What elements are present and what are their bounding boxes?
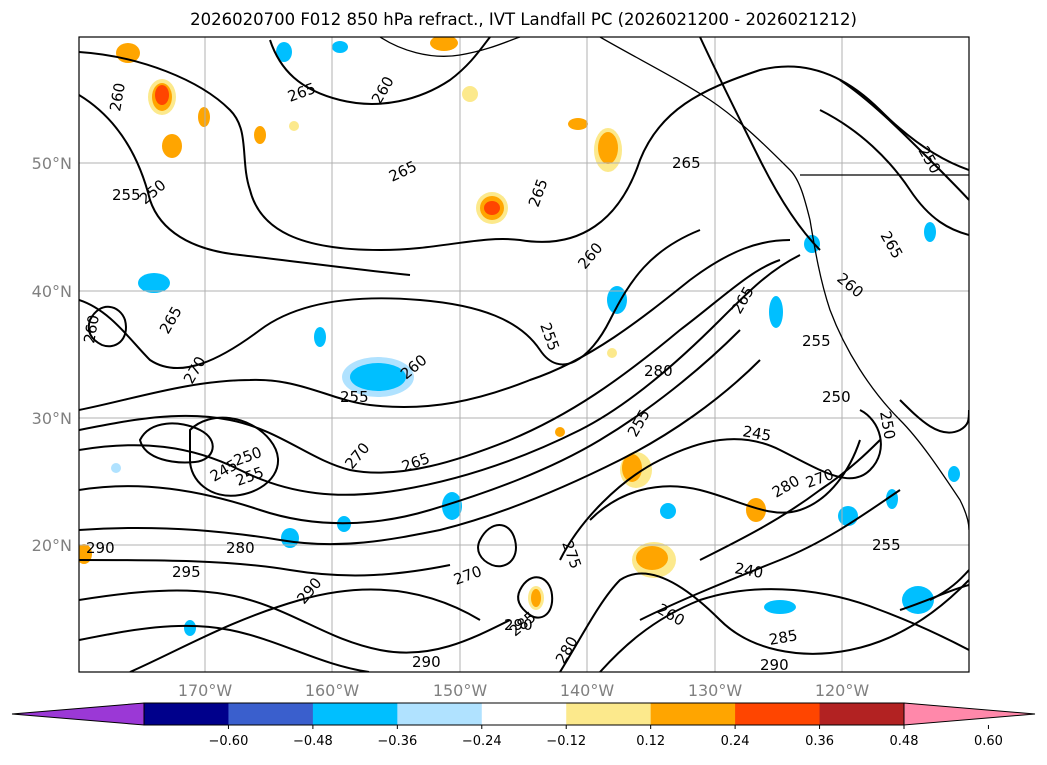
colorbar-segment [735,703,821,725]
colorbar-tick-label: −0.36 [377,734,417,749]
contour-label: 250 [876,410,899,441]
lon-label-160w: 160°W [305,681,360,700]
lat-label-40n: 40°N [32,282,72,301]
lat-label-30n: 30°N [32,409,72,428]
colorbar-tick-label: −0.48 [293,734,333,749]
contour-label: 260 [106,81,129,112]
contour-label: 240 [733,559,764,582]
contour-label: 250 [822,388,851,406]
map-area [79,37,969,672]
lon-label-130w: 130°W [688,681,743,700]
colorbar-tick-label: 0.48 [890,734,919,749]
contour-label: 295 [172,563,201,581]
colorbar-tick-label: −0.60 [209,734,249,749]
colorbar-segment [650,703,736,725]
lon-label-120w: 120°W [815,681,870,700]
contour-label: 260 [80,313,103,344]
coastline [379,37,969,531]
colorbar-tick-label: −0.12 [546,734,586,749]
contour-label: 290 [504,616,533,634]
colorbar-segment [144,703,229,725]
map-title: 2026020700 F012 850 hPa refract., IVT La… [190,10,857,29]
contour-label: 290 [412,653,441,671]
lon-label-150w: 150°W [433,681,488,700]
colorbar-segment [228,703,314,725]
shaded-anomalies [79,37,960,636]
contour-label: 290 [86,539,115,557]
lat-label-20n: 20°N [32,536,72,555]
latitude-labels: 50°N 40°N 30°N 20°N [32,154,72,555]
longitude-labels: 170°W 160°W 150°W 140°W 130°W 120°W [178,681,870,700]
contour-label: 285 [768,626,799,649]
colorbar-tick-label: 0.60 [974,734,1003,749]
colorbar-segment [397,703,483,725]
colorbar-tick-label: 0.24 [721,734,750,749]
colorbar-segment [819,703,905,725]
contour-label: 255 [112,186,141,204]
colorbar-extend-left [11,702,145,726]
contour-label: 255 [340,388,369,406]
contour-label: 280 [226,539,255,557]
contour-label: 255 [802,332,831,350]
colorbar-tick-label: −0.24 [462,734,502,749]
refractivity-contours [79,37,969,672]
lat-label-50n: 50°N [32,154,72,173]
colorbar-tick-label: 0.12 [636,734,665,749]
contour-label: 280 [644,362,673,380]
contour-label: 255 [872,536,901,554]
contour-label: 245 [741,422,772,445]
lon-label-170w: 170°W [178,681,233,700]
colorbar-segment [312,703,398,725]
lon-label-140w: 140°W [560,681,615,700]
colorbar-extend-right [903,702,1036,726]
colorbar-segment [566,703,652,725]
colorbar-tick-label: 0.36 [805,734,834,749]
colorbar-segment [481,703,567,725]
colorbar: −0.60 −0.48 −0.36 −0.24 −0.12 0.12 0.24 0.36 0.4… [11,702,1036,749]
contour-label: 290 [760,656,789,674]
contour-label: 265 [672,154,701,172]
